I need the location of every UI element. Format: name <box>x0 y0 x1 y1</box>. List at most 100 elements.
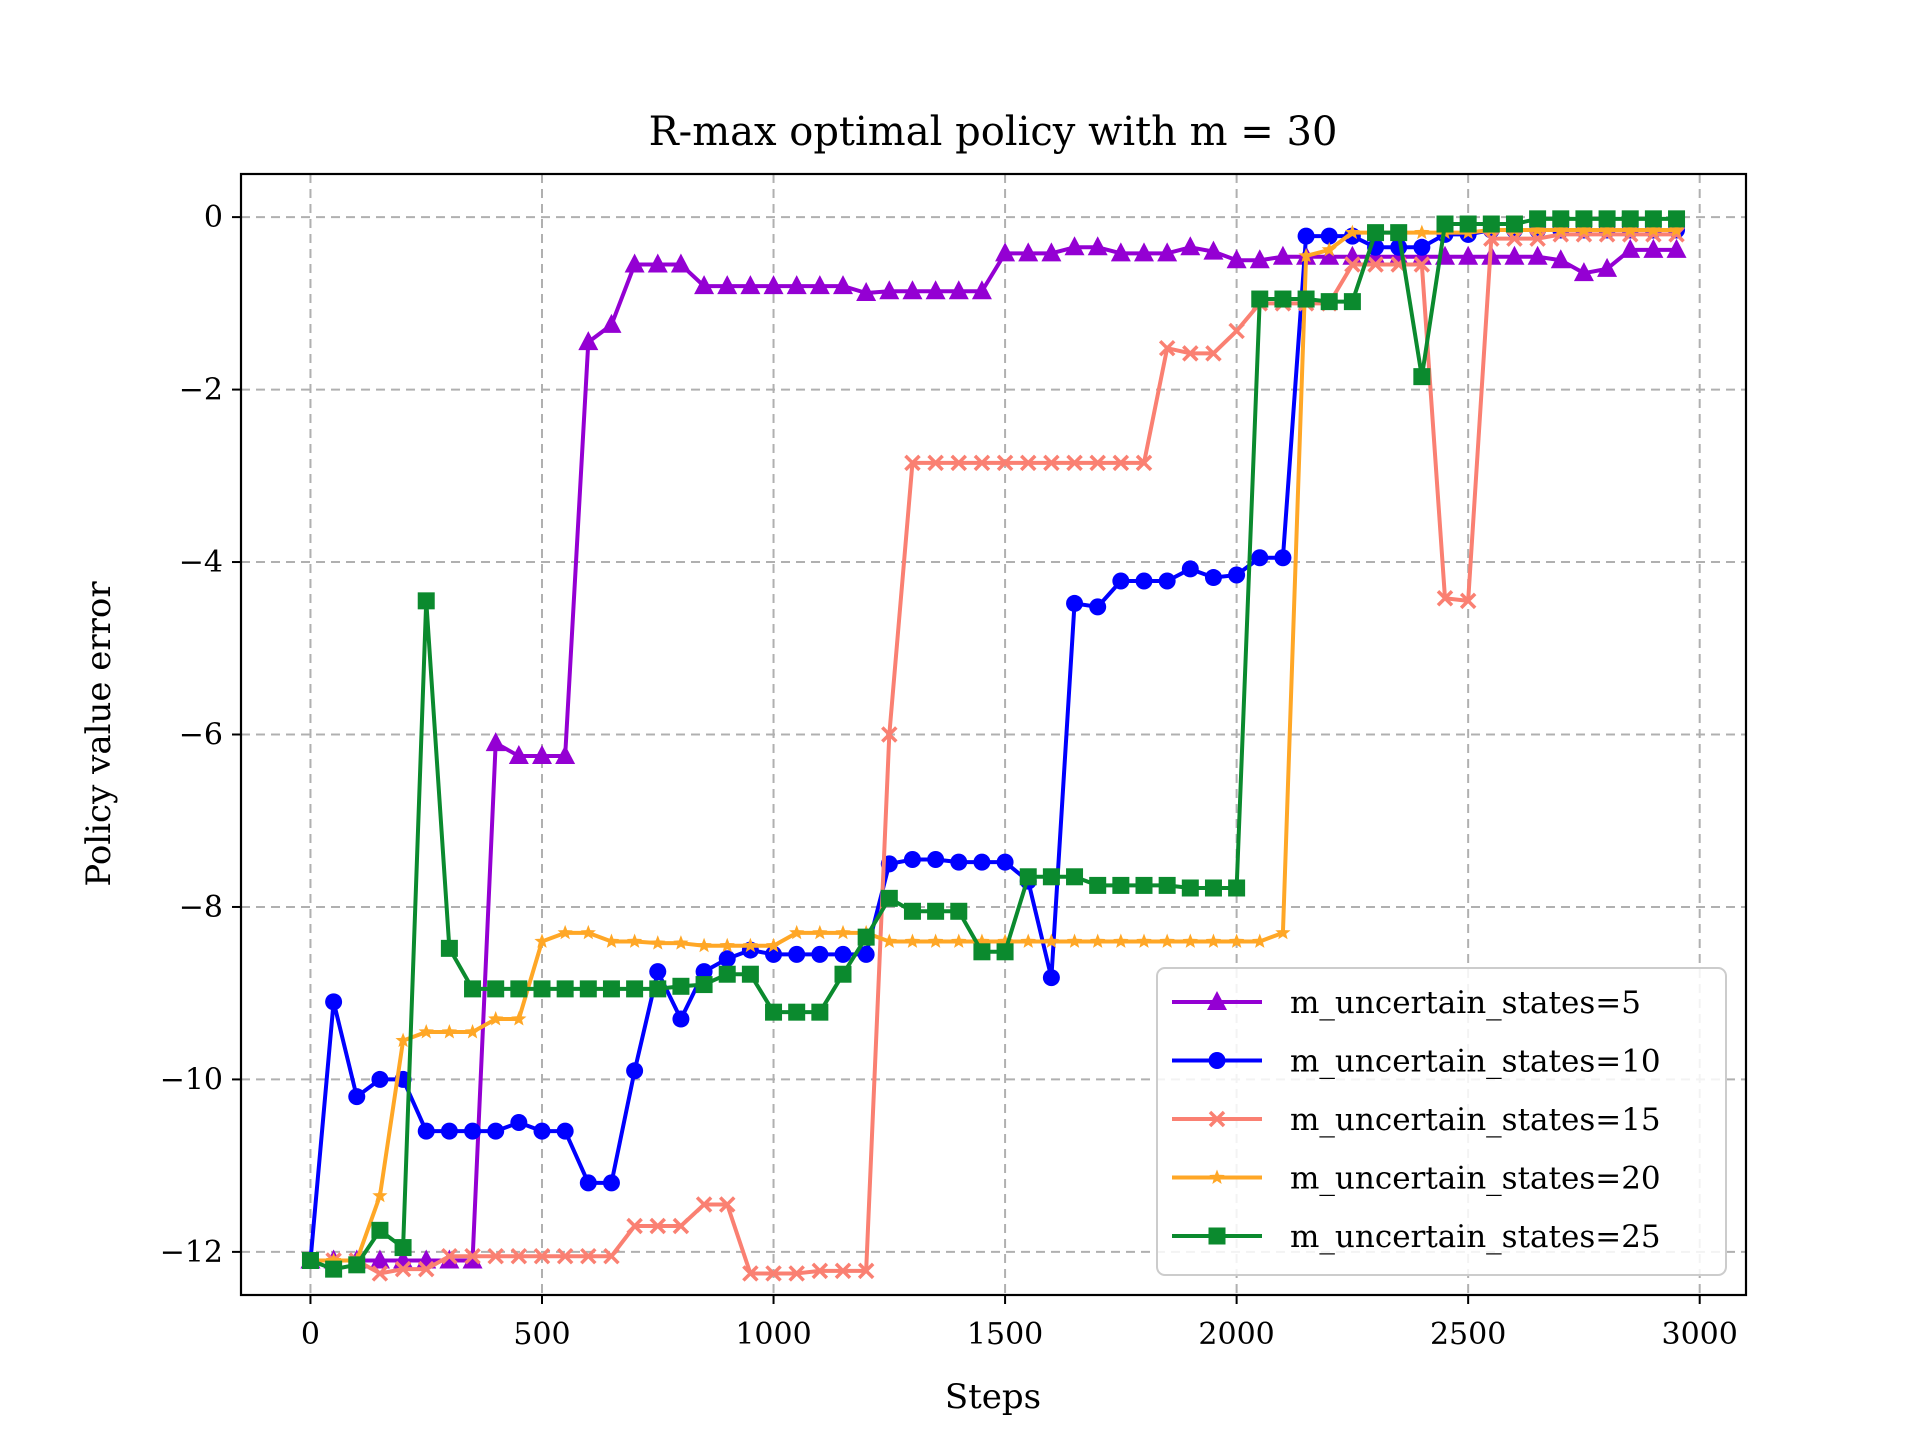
data-point <box>1297 290 1315 308</box>
data-point <box>624 253 645 273</box>
data-point <box>326 1252 342 1267</box>
y-tick-label: −12 <box>160 1235 223 1270</box>
data-point <box>971 280 992 300</box>
data-point <box>464 1024 481 1039</box>
legend-marker <box>1209 1169 1225 1184</box>
data-point <box>928 933 944 948</box>
y-axis-label: Policy value error <box>79 581 119 887</box>
data-point <box>696 937 712 953</box>
data-point <box>1112 454 1130 472</box>
data-point <box>1367 224 1385 242</box>
data-point <box>1482 215 1500 233</box>
data-point <box>718 950 736 968</box>
data-point <box>511 1011 527 1026</box>
data-point <box>903 851 921 869</box>
data-point <box>1135 454 1153 472</box>
data-point <box>1112 572 1130 590</box>
data-point <box>462 1249 483 1269</box>
data-point <box>1228 322 1245 340</box>
data-point <box>717 275 738 295</box>
data-point <box>1113 933 1129 948</box>
data-point <box>997 933 1013 948</box>
data-point <box>1136 933 1152 948</box>
data-point <box>534 933 550 948</box>
data-point <box>1272 245 1293 265</box>
data-point <box>857 928 875 946</box>
y-tick-label: −2 <box>179 373 223 408</box>
data-point <box>950 454 968 472</box>
data-point <box>1530 222 1546 237</box>
data-point <box>1066 454 1083 472</box>
data-point <box>927 454 944 472</box>
data-point <box>1668 210 1686 228</box>
data-point <box>1089 454 1106 472</box>
data-point <box>1598 210 1616 228</box>
data-point <box>394 1260 412 1278</box>
data-point <box>741 965 759 983</box>
data-point <box>835 924 851 940</box>
data-point <box>1320 293 1338 311</box>
legend-marker <box>1207 991 1227 1010</box>
data-point <box>1483 230 1500 247</box>
data-point <box>325 1260 343 1278</box>
legend-item: m_uncertain_states=25 <box>1172 1219 1661 1255</box>
data-point <box>371 1265 389 1282</box>
data-point <box>673 935 689 950</box>
data-point <box>1157 242 1178 262</box>
data-point <box>1344 256 1361 273</box>
legend: m_uncertain_states=5 m_uncertain_states=1… <box>1156 967 1727 1276</box>
series-5 <box>301 210 1686 1278</box>
data-point <box>1344 224 1360 240</box>
data-point <box>811 945 829 963</box>
data-point <box>487 1247 504 1265</box>
data-point <box>485 732 506 752</box>
data-point <box>695 976 713 994</box>
data-point <box>1089 876 1107 894</box>
data-point <box>904 933 921 948</box>
data-point <box>881 726 898 743</box>
data-point <box>1275 924 1291 940</box>
data-point <box>557 924 573 940</box>
data-point <box>301 1252 319 1270</box>
data-point <box>1390 224 1408 242</box>
data-point <box>417 1122 435 1140</box>
data-point <box>1252 933 1268 948</box>
data-point <box>948 280 969 300</box>
data-point <box>1158 339 1176 357</box>
y-tick-label: −10 <box>160 1062 223 1097</box>
data-point <box>510 1247 528 1265</box>
x-tick-label: 0 <box>301 1317 320 1352</box>
data-point <box>833 275 853 295</box>
data-point <box>695 963 713 981</box>
data-point <box>369 1249 390 1269</box>
legend-box <box>1156 967 1727 1276</box>
x-tick-label: 1500 <box>967 1317 1043 1352</box>
data-point <box>1576 222 1592 237</box>
data-point <box>1181 560 1199 578</box>
axis-ticks: 0 500 1000 1500 2000 2500 3000 0 −2 −4 −6 −8 −10 −12 <box>160 200 1738 1352</box>
data-point <box>626 1062 644 1080</box>
data-point <box>1459 592 1477 610</box>
data-point <box>1297 227 1315 245</box>
data-point <box>1274 549 1292 567</box>
data-point <box>1135 572 1153 590</box>
data-point <box>672 977 690 995</box>
data-point <box>649 1217 667 1235</box>
data-point <box>556 1122 574 1140</box>
data-point <box>510 980 528 998</box>
data-point <box>1135 876 1153 894</box>
data-point <box>464 980 482 998</box>
data-point <box>579 1174 597 1192</box>
data-point <box>1298 247 1314 263</box>
data-point <box>1066 933 1083 948</box>
data-point <box>601 313 622 333</box>
data-point <box>718 1196 736 1213</box>
data-point <box>973 454 991 472</box>
data-point <box>1645 222 1661 237</box>
data-point <box>1527 245 1548 265</box>
data-point <box>580 924 596 940</box>
data-point <box>927 902 945 920</box>
data-point <box>788 1265 805 1282</box>
data-point <box>786 275 807 295</box>
